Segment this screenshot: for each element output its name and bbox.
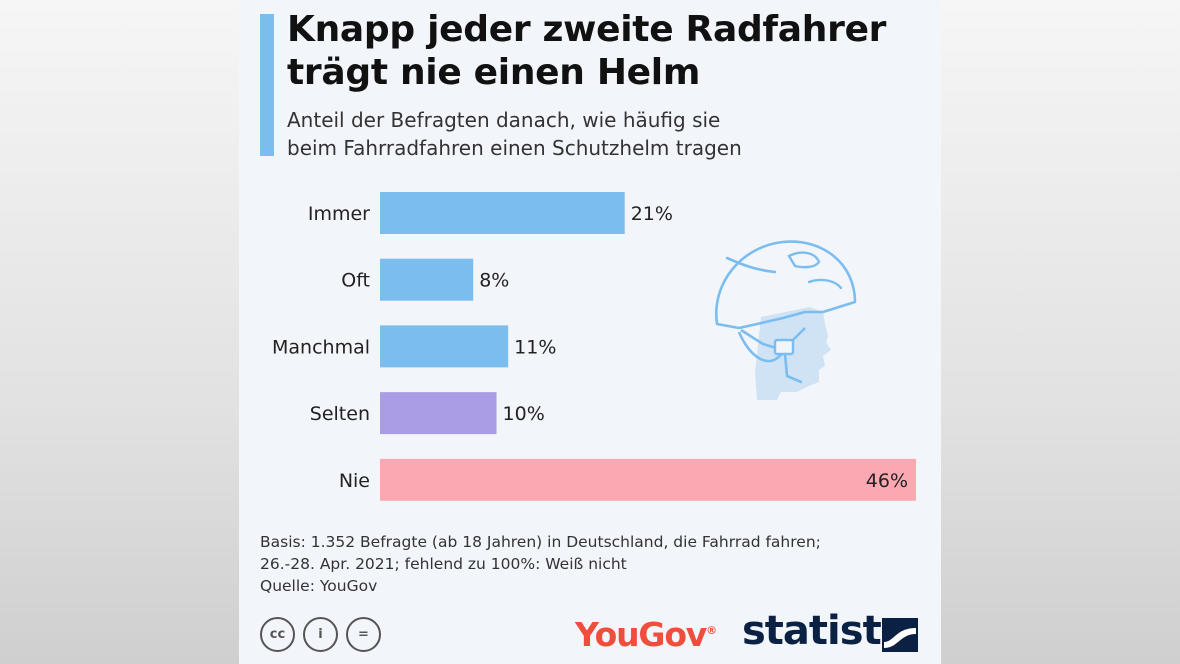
- category-label-selten: Selten: [310, 403, 370, 425]
- bar-immer: [380, 192, 625, 234]
- value-label-nie: 46%: [866, 470, 908, 492]
- statista-mark-icon: [882, 618, 918, 652]
- bar-selten: [380, 392, 497, 435]
- source-text: Quelle: YouGov: [260, 577, 378, 595]
- category-label-oft: Oft: [341, 270, 370, 292]
- value-label-oft: 8%: [479, 270, 509, 292]
- attribution-icon[interactable]: i: [303, 617, 338, 652]
- basis-line-2: 26.-28. Apr. 2021; fehlend zu 100%: Weiß…: [260, 555, 627, 573]
- bar-group: Immer 21% Oft 8% Manchmal 11% Selten 10% Nie 46%: [272, 192, 916, 501]
- creative-commons-icon[interactable]: cc: [260, 617, 295, 652]
- value-label-selten: 10%: [503, 403, 545, 425]
- license-icons: cc i =: [260, 617, 381, 653]
- page-title: Knapp jeder zweite Radfahrer trägt nie e…: [287, 8, 927, 94]
- statista-logo[interactable]: statista: [742, 608, 908, 654]
- category-label-nie: Nie: [339, 470, 370, 492]
- title-line-2: trägt nie einen Helm: [287, 52, 701, 93]
- category-label-immer: Immer: [308, 203, 370, 225]
- subtitle-line-1: Anteil der Befragten danach, wie häufig …: [287, 108, 721, 132]
- yougov-logo: YouGov®: [575, 615, 717, 654]
- value-label-manchmal: 11%: [514, 336, 556, 358]
- title-line-1: Knapp jeder zweite Radfahrer: [287, 9, 887, 50]
- helmet-head-icon: [714, 240, 857, 400]
- bar-oft: [380, 258, 474, 301]
- footnote: Basis: 1.352 Befragte (ab 18 Jahren) in …: [260, 531, 920, 597]
- title-accent-bar: [260, 14, 274, 156]
- no-derivatives-icon[interactable]: =: [346, 617, 381, 652]
- bar-nie: [380, 458, 916, 501]
- bar-chart: Immer 21% Oft 8% Manchmal 11% Selten 10% Nie 46%: [272, 192, 916, 501]
- infographic-card: Knapp jeder zweite Radfahrer trägt nie e…: [239, 0, 941, 664]
- value-label-immer: 21%: [631, 203, 673, 225]
- basis-line-1: Basis: 1.352 Befragte (ab 18 Jahren) in …: [260, 533, 821, 551]
- subtitle: Anteil der Befragten danach, wie häufig …: [287, 106, 887, 162]
- yougov-logo-text: YouGov: [575, 615, 707, 654]
- category-label-manchmal: Manchmal: [272, 336, 370, 358]
- subtitle-line-2: beim Fahrradfahren einen Schutzhelm trag…: [287, 136, 742, 160]
- bar-manchmal: [380, 325, 509, 368]
